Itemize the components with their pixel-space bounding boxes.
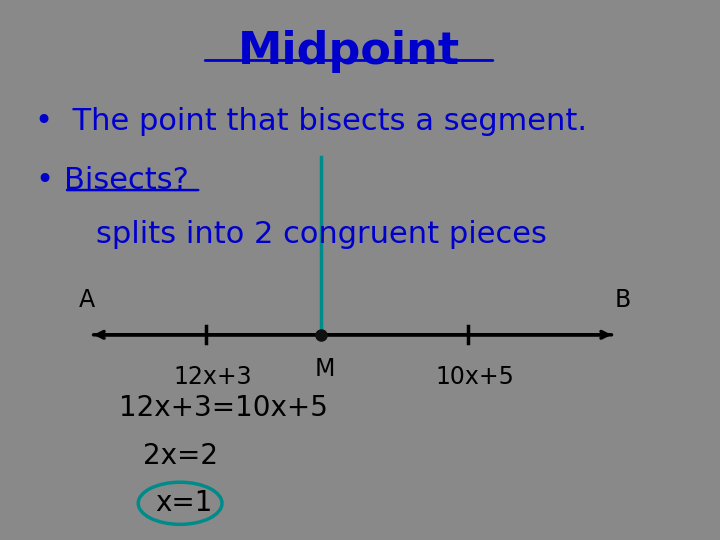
Text: M: M [315,357,335,381]
Text: B: B [615,288,631,312]
Text: •  The point that bisects a segment.: • The point that bisects a segment. [35,107,587,136]
Text: A: A [79,288,95,312]
Text: splits into 2 congruent pieces: splits into 2 congruent pieces [96,220,547,249]
Text: 10x+5: 10x+5 [436,364,514,388]
Text: 12x+3: 12x+3 [174,364,252,388]
Text: 2x=2: 2x=2 [143,442,218,470]
Text: Midpoint: Midpoint [238,30,460,73]
Text: Bisects?: Bisects? [64,166,189,195]
Text: 12x+3=10x+5: 12x+3=10x+5 [119,394,328,422]
Text: •: • [35,166,53,195]
Text: x=1: x=1 [155,489,212,517]
